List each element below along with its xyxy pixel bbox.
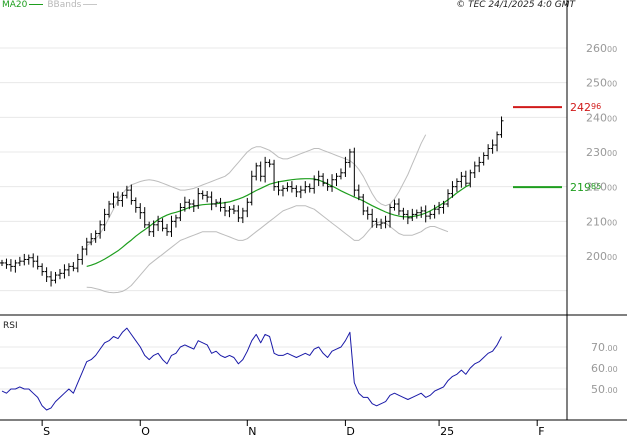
price-tick-label: 24000 [586,111,617,124]
rsi-grid [0,346,567,390]
chart-legend: MA20 BBands [2,0,98,11]
rsi-line [1,327,502,411]
ma20-legend-label: MA20 [2,0,28,10]
x-tick-label: F [538,425,544,438]
price-tick-label: 22000 [586,181,617,194]
rsi-tick-label: 70.00 [591,341,618,354]
price-tick-label: 26000 [586,42,617,55]
bbands-legend-label: BBands [47,0,82,10]
price-tick-label: 21000 [586,215,617,228]
x-tick-label: D [346,425,354,438]
price-tick-label: 25000 [586,77,617,90]
resistance-level-label: 24296 [570,101,601,114]
bbands-lower-line [86,205,449,294]
rsi-panel-label: RSI [3,321,18,331]
rsi-tick-label: 60.00 [591,362,618,375]
rsi-layer [1,327,502,411]
price-tick-label: 23000 [586,146,617,159]
copyright-text: © TEC 24/1/2025 4:0 GMT [456,0,575,10]
price-bars-layer [0,116,504,287]
bbands-layer [86,134,449,294]
annotations-layer: 24296 21985 [513,101,601,194]
ma20-level-label: 21985 [570,181,601,194]
ma20-legend-swatch [29,4,44,5]
price-grid [0,47,567,292]
x-tick-label: O [141,425,150,438]
bbands-legend-swatch [83,4,98,5]
bbands-upper-line [86,134,427,247]
x-tick-label: S [43,425,50,438]
x-tick-label: 25 [440,425,454,438]
price-tick-label: 20000 [586,250,617,263]
x-tick-label: N [248,425,256,438]
rsi-tick-label: 50.00 [591,383,618,396]
